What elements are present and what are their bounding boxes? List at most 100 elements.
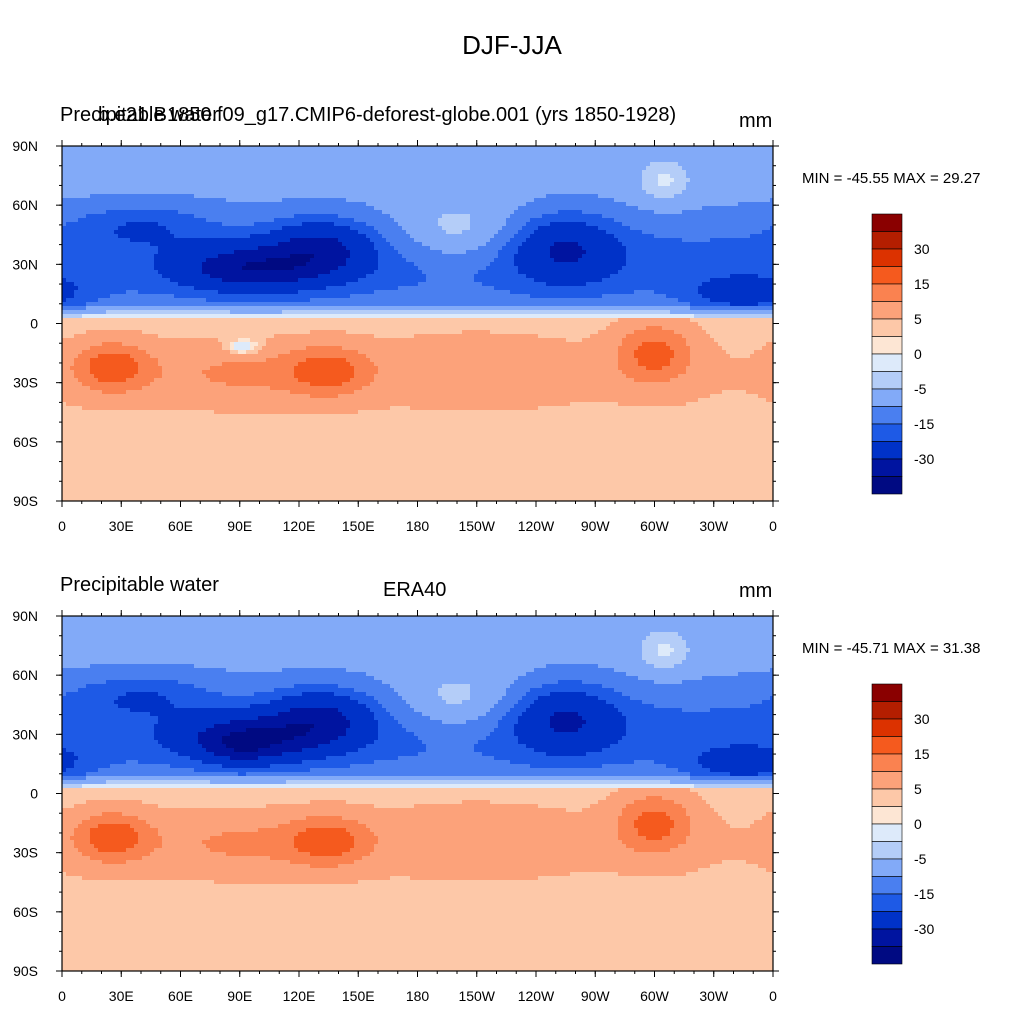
field-cell <box>610 150 615 155</box>
field-cell <box>730 158 735 163</box>
field-cell <box>574 154 579 159</box>
field-cell <box>438 162 443 167</box>
field-cell <box>522 150 527 155</box>
field-cell <box>330 162 335 167</box>
field-cell <box>142 170 147 175</box>
field-cell <box>122 170 127 175</box>
field-cell <box>130 158 135 163</box>
field-cell <box>66 162 71 167</box>
field-cell <box>598 150 603 155</box>
field-cell <box>598 170 603 175</box>
field-cell <box>630 158 635 163</box>
field-cell <box>234 170 239 175</box>
field-cell <box>674 162 679 167</box>
field-cell <box>718 166 723 171</box>
field-cell <box>458 154 463 159</box>
field-cell <box>430 162 435 167</box>
field-cell <box>426 150 431 155</box>
field-cell <box>186 150 191 155</box>
field-cell <box>158 166 163 171</box>
field-cell <box>154 174 159 179</box>
field-cell <box>578 158 583 163</box>
field-cell <box>594 170 599 175</box>
field-cell <box>306 150 311 155</box>
field-cell <box>470 150 475 155</box>
field-cell <box>698 158 703 163</box>
field-cell <box>670 162 675 167</box>
field-cell <box>98 166 103 171</box>
field-cell <box>762 154 767 159</box>
field-cell <box>182 158 187 163</box>
field-cell <box>314 158 319 163</box>
field-cell <box>650 170 655 175</box>
field-cell <box>530 154 535 159</box>
field-cell <box>174 166 179 171</box>
field-cell <box>366 170 371 175</box>
field-cell <box>134 166 139 171</box>
field-cell <box>246 150 251 155</box>
field-cell <box>78 154 83 159</box>
field-cell <box>158 154 163 159</box>
field-cell <box>554 150 559 155</box>
field-cell <box>666 170 671 175</box>
field-cell <box>242 150 247 155</box>
field-cell <box>206 170 211 175</box>
field-cell <box>146 158 151 163</box>
field-cell <box>306 166 311 171</box>
field-cell <box>574 150 579 155</box>
field-cell <box>486 146 491 151</box>
field-cell <box>162 170 167 175</box>
field-cell <box>322 162 327 167</box>
field-cell <box>206 150 211 155</box>
field-cell <box>142 162 147 167</box>
field-cell <box>358 150 363 155</box>
field-cell <box>238 154 243 159</box>
field-cell <box>78 170 83 175</box>
field-cell <box>382 146 387 151</box>
field-cell <box>178 158 183 163</box>
field-cell <box>574 146 579 151</box>
field-cell <box>546 146 551 151</box>
field-cell <box>586 146 591 151</box>
field-cell <box>734 146 739 151</box>
field-cell <box>398 166 403 171</box>
field-cell <box>358 154 363 159</box>
field-cell <box>66 166 71 171</box>
field-cell <box>554 146 559 151</box>
field-cell <box>274 170 279 175</box>
field-cell <box>122 174 127 179</box>
field-cell <box>222 162 227 167</box>
field-cell <box>690 146 695 151</box>
field-cell <box>210 158 215 163</box>
field-cell <box>442 162 447 167</box>
field-cell <box>690 162 695 167</box>
field-cell <box>250 158 255 163</box>
field-cell <box>598 162 603 167</box>
field-cell <box>474 146 479 151</box>
field-cell <box>726 162 731 167</box>
field-cell <box>426 154 431 159</box>
field-cell <box>594 162 599 167</box>
field-cell <box>86 158 91 163</box>
field-cell <box>138 170 143 175</box>
field-cell <box>366 146 371 151</box>
field-cell <box>590 146 595 151</box>
field-cell <box>454 166 459 171</box>
field-cell <box>166 170 171 175</box>
field-cell <box>642 146 647 151</box>
field-cell <box>142 146 147 151</box>
field-cell <box>634 146 639 151</box>
field-cell <box>430 170 435 175</box>
field-cell <box>662 146 667 151</box>
field-cell <box>758 146 763 151</box>
field-cell <box>154 162 159 167</box>
field-cell <box>350 170 355 175</box>
field-cell <box>622 154 627 159</box>
field-cell <box>542 154 547 159</box>
field-cell <box>606 150 611 155</box>
field-cell <box>386 162 391 167</box>
field-cell <box>694 170 699 175</box>
field-cell <box>278 150 283 155</box>
field-cell <box>534 154 539 159</box>
field-cell <box>522 146 527 151</box>
